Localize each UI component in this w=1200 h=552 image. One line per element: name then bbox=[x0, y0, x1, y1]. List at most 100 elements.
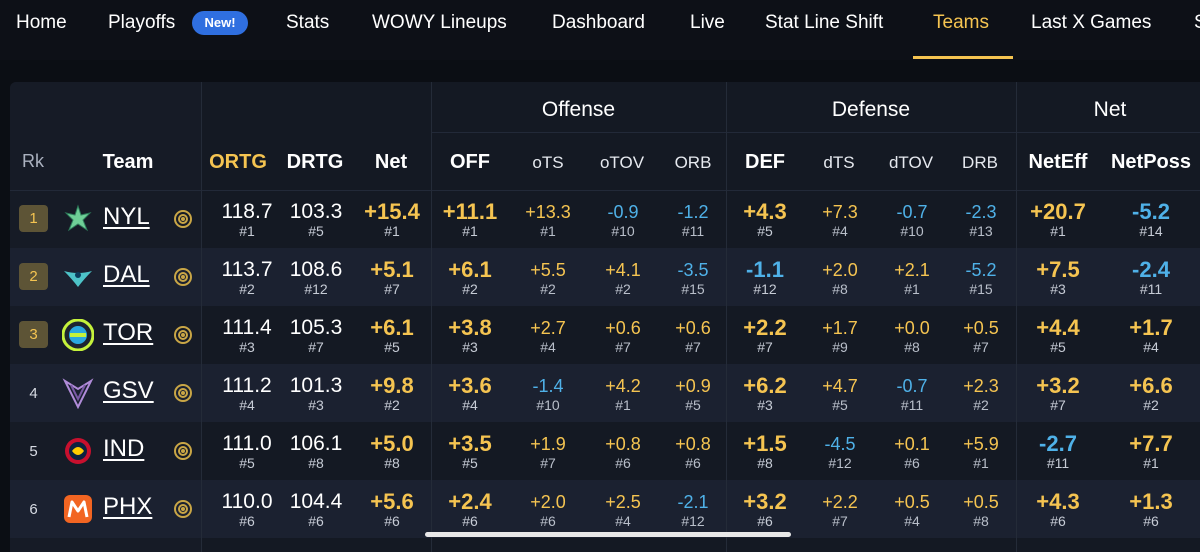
nav-wowy-lineups[interactable]: WOWY Lineups bbox=[372, 12, 507, 33]
nav-dashboard[interactable]: Dashboard bbox=[552, 12, 645, 33]
team-link-ind[interactable]: IND bbox=[103, 435, 145, 462]
column-header-dtov[interactable]: dTOV bbox=[888, 153, 934, 172]
orb-value: -2.1 bbox=[677, 492, 709, 512]
otov-rank: #2 bbox=[615, 281, 631, 297]
column-header-rk[interactable]: Rk bbox=[22, 151, 44, 171]
target-icon[interactable] bbox=[174, 268, 192, 286]
off-rank: #6 bbox=[462, 513, 478, 529]
table-row[interactable] bbox=[10, 248, 1200, 306]
neteff-value: +20.7 bbox=[1030, 199, 1086, 224]
nav-playoffs[interactable]: Playoffs bbox=[108, 12, 176, 33]
column-header-drb[interactable]: DRB bbox=[962, 153, 998, 172]
cell-neteff: +20.7 #1 bbox=[1013, 199, 1103, 240]
drtg-rank: #7 bbox=[308, 339, 324, 355]
nav-live[interactable]: Live bbox=[690, 12, 725, 33]
net-value: +15.4 bbox=[364, 199, 420, 224]
cell-ortg: 111.2 #4 bbox=[202, 375, 292, 414]
drtg-rank: #6 bbox=[308, 513, 324, 529]
nav-last-x-games[interactable]: Last X Games bbox=[1031, 12, 1152, 33]
drtg-value: 106.1 bbox=[289, 432, 343, 455]
ortg-rank: #2 bbox=[239, 281, 255, 297]
def-rank: #12 bbox=[753, 281, 777, 297]
drb-rank: #15 bbox=[969, 281, 993, 297]
drb-value: -2.3 bbox=[965, 202, 997, 222]
otov-value: -0.9 bbox=[607, 202, 639, 222]
cell-netposs: +1.3 #6 bbox=[1106, 489, 1196, 530]
nav-teams[interactable]: Teams bbox=[933, 12, 989, 33]
column-header-otov[interactable]: oTOV bbox=[599, 153, 645, 172]
nav-stats[interactable]: Stats bbox=[286, 12, 330, 33]
def-value: +3.2 bbox=[743, 489, 787, 514]
rank-2: 2 bbox=[19, 263, 48, 290]
cell-otov: -0.9 #10 bbox=[578, 201, 668, 239]
nav-overflow-item[interactable]: S bbox=[1194, 12, 1200, 34]
column-header-off[interactable]: OFF bbox=[450, 151, 490, 173]
cell-net: +5.1 #7 bbox=[347, 259, 437, 298]
target-icon[interactable] bbox=[174, 384, 192, 402]
cell-ots: +13.3 #1 bbox=[503, 201, 593, 239]
wings-logo bbox=[62, 261, 94, 293]
netposs-value: +1.3 bbox=[1129, 489, 1173, 514]
team-link-dal[interactable]: DAL bbox=[103, 261, 150, 288]
neteff-rank: #7 bbox=[1050, 397, 1066, 413]
column-header-ortg[interactable]: ORTG bbox=[209, 151, 267, 173]
column-header-net[interactable]: Net bbox=[374, 151, 408, 173]
neteff-value: -2.7 bbox=[1039, 431, 1077, 456]
cell-netposs: +1.7 #4 bbox=[1106, 317, 1196, 356]
team-link-phx[interactable]: PHX bbox=[103, 493, 153, 520]
cell-netposs: +7.7 #1 bbox=[1106, 433, 1196, 472]
column-header-orb[interactable]: ORB bbox=[674, 153, 712, 172]
column-header-def[interactable]: DEF bbox=[745, 151, 785, 173]
target-icon[interactable] bbox=[174, 442, 192, 460]
column-header-neteff[interactable]: NetEff bbox=[1028, 151, 1088, 173]
orb-rank: #12 bbox=[681, 513, 705, 529]
dtov-value: +0.1 bbox=[894, 434, 930, 454]
rank-4: 4 bbox=[29, 385, 38, 402]
dtov-rank: #8 bbox=[904, 339, 920, 355]
group-divider bbox=[431, 132, 1200, 133]
table-row[interactable] bbox=[10, 480, 1200, 538]
off-value: +6.1 bbox=[448, 257, 492, 282]
cell-def: +2.2 #7 bbox=[720, 315, 810, 356]
dtov-value: -0.7 bbox=[896, 202, 928, 222]
cell-def: +1.5 #8 bbox=[720, 433, 810, 472]
rank-3: 3 bbox=[19, 321, 48, 348]
ots-rank: #1 bbox=[540, 223, 556, 239]
netposs-rank: #11 bbox=[1139, 281, 1163, 297]
target-icon[interactable] bbox=[174, 210, 192, 228]
team-link-nyl[interactable]: NYL bbox=[103, 203, 150, 230]
cell-otov: +4.2 #1 bbox=[578, 375, 668, 413]
cell-net: +5.0 #8 bbox=[347, 433, 437, 472]
team-link-gsv[interactable]: GSV bbox=[103, 377, 154, 404]
cell-drtg: 106.1 #8 bbox=[271, 432, 361, 472]
orb-rank: #5 bbox=[685, 397, 701, 413]
column-header-team[interactable]: Team bbox=[102, 151, 154, 173]
otov-value: +2.5 bbox=[605, 492, 641, 512]
table-row[interactable] bbox=[10, 364, 1200, 422]
horizontal-scrollbar[interactable] bbox=[425, 532, 791, 537]
column-header-drtg[interactable]: DRTG bbox=[286, 151, 344, 173]
column-header-netposs[interactable]: NetPoss bbox=[1110, 151, 1192, 173]
dts-value: +2.2 bbox=[822, 492, 858, 512]
cell-off: +3.5 #5 bbox=[425, 433, 515, 472]
def-value: +2.2 bbox=[743, 315, 787, 340]
column-header-ots[interactable]: oTS bbox=[532, 153, 564, 172]
team-link-tor[interactable]: TOR bbox=[103, 319, 154, 346]
drb-rank: #2 bbox=[973, 397, 989, 413]
def-rank: #6 bbox=[757, 513, 773, 529]
rank-1: 1 bbox=[19, 205, 48, 232]
group-defense: Defense bbox=[831, 98, 911, 121]
net-value: +6.1 bbox=[370, 315, 414, 340]
ots-value: +2.0 bbox=[530, 492, 566, 512]
target-icon[interactable] bbox=[174, 326, 192, 344]
dtov-rank: #10 bbox=[900, 223, 924, 239]
nav-home[interactable]: Home bbox=[16, 12, 67, 33]
ortg-value: 113.7 bbox=[221, 258, 273, 281]
nav-stat-line-shift[interactable]: Stat Line Shift bbox=[765, 12, 884, 33]
drtg-rank: #8 bbox=[308, 455, 324, 471]
ortg-rank: #5 bbox=[239, 455, 255, 471]
column-header-dts[interactable]: dTS bbox=[823, 153, 855, 172]
cell-drb: -5.2 #15 bbox=[936, 259, 1026, 297]
orb-value: +0.9 bbox=[675, 376, 711, 396]
target-icon[interactable] bbox=[174, 500, 192, 518]
